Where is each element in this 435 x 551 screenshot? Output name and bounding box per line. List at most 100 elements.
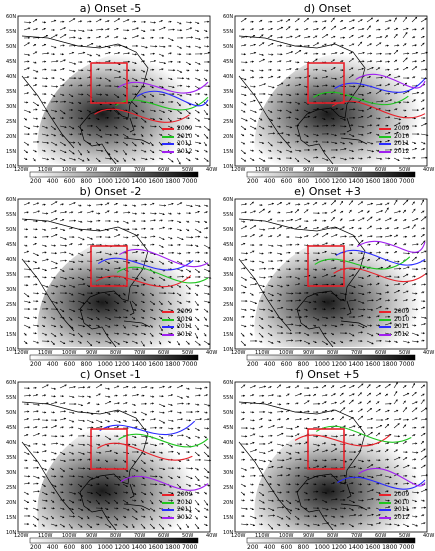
lat-tick-label: 25N xyxy=(223,485,233,491)
lat-tick-label: 20N xyxy=(6,317,16,323)
lat-tick-label: 35N xyxy=(223,89,233,95)
legend-swatch xyxy=(162,311,174,313)
lon-tick-label: 70W xyxy=(134,350,145,356)
lat-tick-label: 45N xyxy=(6,242,16,248)
lat-tick-label: 15N xyxy=(223,332,233,338)
lon-tick-label: 70W xyxy=(351,167,362,173)
lat-tick-label: 60N xyxy=(6,197,16,203)
lon-tick-label: 40W xyxy=(206,350,217,356)
legend-swatch xyxy=(379,311,391,313)
lat-tick-label: 55N xyxy=(223,395,233,401)
lat-tick-label: 45N xyxy=(6,425,16,431)
lat-tick-label: 40N xyxy=(223,74,233,80)
legend-swatch xyxy=(162,319,174,321)
lon-tick-label: 110W xyxy=(38,533,53,539)
lon-tick-label: 80W xyxy=(110,350,121,356)
lat-tick-label: 15N xyxy=(6,149,16,155)
lon-tick-label: 50W xyxy=(182,350,193,356)
lat-tick-label: 30N xyxy=(6,287,16,293)
map-svg xyxy=(221,1,434,184)
legend-year: 2010 xyxy=(394,133,409,141)
lon-tick-label: 90W xyxy=(86,167,97,173)
legend-year: 2010 xyxy=(177,499,192,507)
lon-tick-label: 110W xyxy=(255,533,270,539)
legend-year: 2012 xyxy=(394,514,409,522)
lon-tick-label: 40W xyxy=(206,167,217,173)
legend-year: 2009 xyxy=(394,125,409,133)
lat-tick-label: 15N xyxy=(6,515,16,521)
map-svg xyxy=(221,184,434,367)
lon-tick-label: 70W xyxy=(134,533,145,539)
lon-tick-label: 60W xyxy=(375,167,386,173)
map-svg xyxy=(221,367,434,550)
lon-tick-label: 90W xyxy=(303,167,314,173)
lon-tick-label: 50W xyxy=(182,533,193,539)
lon-tick-label: 90W xyxy=(303,533,314,539)
lat-tick-label: 20N xyxy=(223,317,233,323)
legend-year: 2011 xyxy=(177,140,192,148)
lon-tick-label: 80W xyxy=(110,533,121,539)
map-svg xyxy=(4,1,217,184)
legend-swatch xyxy=(379,128,391,130)
lat-tick-label: 60N xyxy=(6,380,16,386)
legend-year: 2011 xyxy=(394,140,409,148)
legend-swatch xyxy=(379,494,391,496)
lat-tick-label: 20N xyxy=(223,500,233,506)
lon-tick-label: 110W xyxy=(255,167,270,173)
legend-year: 2011 xyxy=(177,323,192,331)
legend-swatch xyxy=(379,326,391,328)
lat-tick-label: 25N xyxy=(223,119,233,125)
lat-tick-label: 50N xyxy=(6,227,16,233)
legend-swatch xyxy=(162,334,174,336)
lon-tick-label: 120W xyxy=(231,167,246,173)
lon-tick-label: 120W xyxy=(231,533,246,539)
lat-tick-label: 15N xyxy=(223,515,233,521)
lat-tick-label: 30N xyxy=(223,287,233,293)
lon-tick-label: 50W xyxy=(399,533,410,539)
lon-tick-label: 110W xyxy=(38,167,53,173)
lat-tick-label: 25N xyxy=(6,119,16,125)
legend-swatch xyxy=(379,143,391,145)
lon-tick-label: 40W xyxy=(423,533,434,539)
lat-tick-label: 25N xyxy=(223,302,233,308)
legend-swatch xyxy=(379,136,391,138)
lat-tick-label: 35N xyxy=(223,455,233,461)
lat-tick-label: 35N xyxy=(6,455,16,461)
legend-year: 2012 xyxy=(394,331,409,339)
lat-tick-label: 25N xyxy=(6,302,16,308)
legend-year: 2011 xyxy=(394,323,409,331)
legend-swatch xyxy=(162,509,174,511)
lon-tick-label: 70W xyxy=(134,167,145,173)
legend-year: 2010 xyxy=(177,316,192,324)
legend-year: 2010 xyxy=(394,316,409,324)
legend-swatch xyxy=(162,502,174,504)
lon-tick-label: 120W xyxy=(14,350,29,356)
lat-tick-label: 60N xyxy=(223,14,233,20)
legend-year: 2010 xyxy=(177,133,192,141)
lat-tick-label: 15N xyxy=(223,149,233,155)
lon-tick-label: 100W xyxy=(62,350,77,356)
lat-tick-label: 45N xyxy=(223,59,233,65)
lon-tick-label: 60W xyxy=(158,350,169,356)
legend-year: 2012 xyxy=(394,148,409,156)
lat-tick-label: 25N xyxy=(6,485,16,491)
lon-tick-label: 90W xyxy=(303,350,314,356)
lon-tick-label: 80W xyxy=(327,533,338,539)
legend-year: 2012 xyxy=(177,148,192,156)
lat-tick-label: 55N xyxy=(6,29,16,35)
lon-tick-label: 50W xyxy=(182,167,193,173)
lat-tick-label: 60N xyxy=(223,197,233,203)
lat-tick-label: 50N xyxy=(6,410,16,416)
legend-swatch xyxy=(379,334,391,336)
lat-tick-label: 55N xyxy=(6,395,16,401)
lat-tick-label: 45N xyxy=(6,59,16,65)
legend-swatch xyxy=(379,517,391,519)
lon-tick-label: 100W xyxy=(279,350,294,356)
lon-tick-label: 70W xyxy=(351,533,362,539)
lon-tick-label: 120W xyxy=(14,533,29,539)
legend-swatch xyxy=(379,319,391,321)
lon-tick-label: 90W xyxy=(86,350,97,356)
